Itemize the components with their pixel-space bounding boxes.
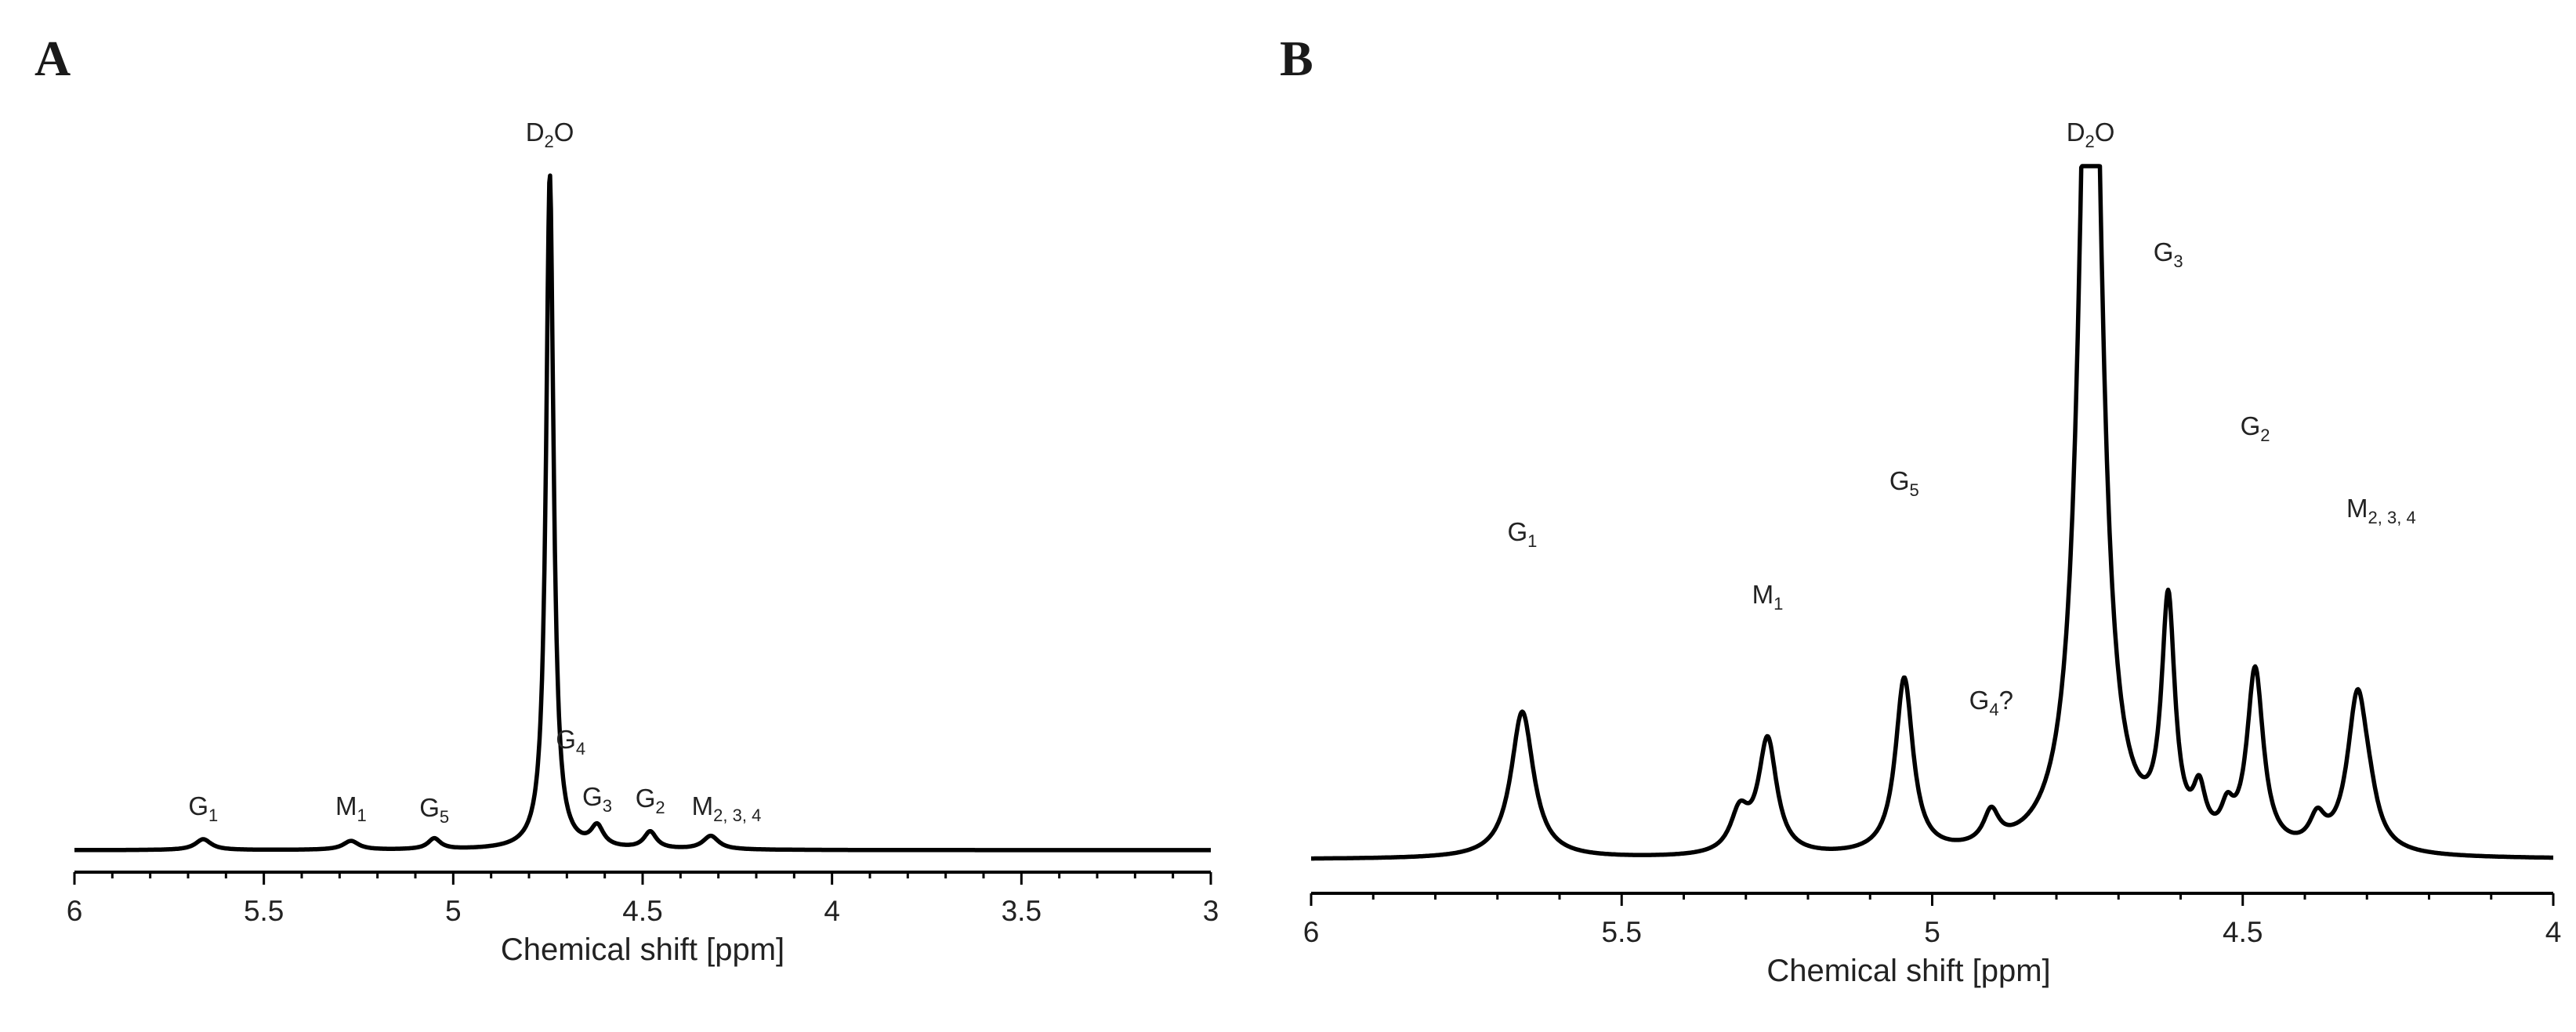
peak-label-subscript: 3 [2173, 252, 2183, 271]
peak-label-subscript: 4 [576, 739, 585, 759]
peak-label: G2 [636, 784, 665, 817]
peak-label: G1 [1507, 517, 1537, 551]
peak-label-main: M [1752, 580, 1774, 609]
peak-label: D2O [2067, 118, 2115, 151]
peak-label: G4? [1969, 686, 2013, 719]
panel-letter-a: A [34, 31, 71, 86]
peak-label-main: M [2346, 494, 2368, 523]
peak-label-subscript: 5 [1910, 480, 1919, 500]
x-tick-label: 4.5 [2223, 916, 2263, 948]
peak-label-main: G [2154, 237, 2174, 266]
peak-label-main: G [1889, 466, 1910, 495]
peak-label-subscript: 1 [208, 806, 218, 825]
peak-label-subscript: 5 [440, 807, 449, 827]
peak-label-subscript: 2, 3, 4 [713, 806, 761, 825]
x-tick-label: 6 [67, 895, 83, 927]
peak-label: G3 [582, 782, 612, 816]
peak-label-subscript: 1 [357, 806, 366, 825]
spectrum-line-b [1310, 164, 2555, 861]
x-tick-label: 3 [1203, 895, 1219, 927]
peak-label: M1 [335, 791, 367, 825]
peak-label-subscript: 2 [545, 132, 554, 151]
peak-label-main: G [419, 793, 440, 822]
peak-label: G5 [1889, 466, 1919, 500]
peak-label-subscript: 1 [1773, 594, 1783, 614]
peak-label-subscript: 2 [2260, 425, 2270, 445]
peak-label-main: G [556, 725, 576, 754]
peak-label-main: G [636, 784, 656, 813]
peak-label: M1 [1752, 580, 1784, 614]
x-tick-label: 3.5 [1002, 895, 1042, 927]
peak-label-main: M [692, 791, 714, 820]
peak-label-subscript: 1 [1527, 531, 1537, 551]
peak-label-main: G [188, 791, 208, 820]
x-tick-label: 4 [2545, 916, 2562, 948]
peak-label-subscript: 4 [1989, 700, 1998, 719]
panel-letter-b: B [1280, 31, 1313, 86]
peak-label-suffix: O [554, 118, 574, 147]
x-tick-label: 5 [445, 895, 462, 927]
x-tick-label: 5.5 [1602, 916, 1642, 948]
peak-label-subscript: 2, 3, 4 [2368, 508, 2416, 527]
peak-label-main: D [2067, 118, 2085, 147]
peak-label-main: M [335, 791, 357, 820]
peak-label-main: G [2241, 411, 2261, 440]
peak-label-main: G [1969, 686, 1990, 715]
peak-label-main: D [526, 118, 545, 147]
peak-label: G5 [419, 793, 449, 827]
peak-label-main: G [582, 782, 603, 811]
peak-label: G2 [2241, 411, 2270, 445]
peak-label: G3 [2154, 237, 2183, 271]
x-tick-label: 5.5 [244, 895, 284, 927]
peak-label: G1 [188, 791, 218, 825]
x-tick-label: 4.5 [622, 895, 662, 927]
x-tick-label: 5 [1924, 916, 1940, 948]
peak-label-subscript: 2 [2085, 132, 2095, 151]
peak-label: G4 [556, 725, 585, 759]
peak-label-suffix: ? [1999, 686, 2013, 715]
peak-label-suffix: O [2095, 118, 2115, 147]
peak-label-main: G [1507, 517, 1527, 546]
x-axis-title-a: Chemical shift [ppm] [501, 932, 784, 967]
x-tick-label: 4 [824, 895, 840, 927]
peak-label: M2, 3, 4 [2346, 494, 2416, 527]
peak-label-subscript: 3 [603, 796, 612, 816]
x-tick-label: 6 [1303, 916, 1320, 948]
peak-label-subscript: 2 [655, 798, 665, 817]
x-axis-title-b: Chemical shift [ppm] [1766, 954, 2050, 988]
peak-label: M2, 3, 4 [692, 791, 762, 825]
spectrum-line-a [73, 173, 1212, 853]
peak-label: D2O [526, 118, 574, 151]
